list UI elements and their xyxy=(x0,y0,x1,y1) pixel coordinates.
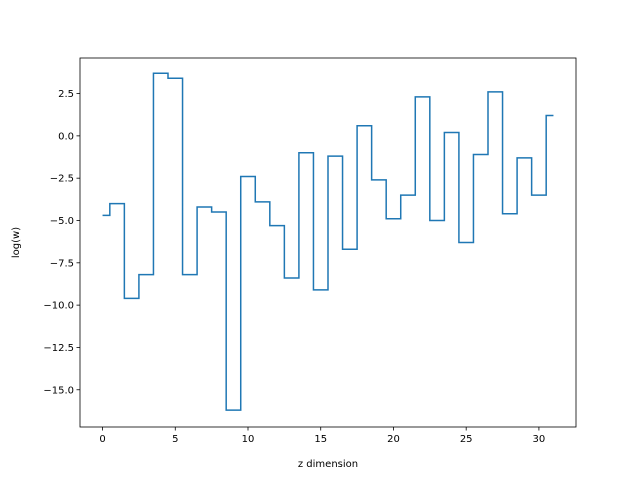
plot-frame xyxy=(79,57,577,428)
y-tick-label: −10.0 xyxy=(43,301,74,312)
y-axis-label: log(w) xyxy=(11,227,22,258)
x-tick-label: 15 xyxy=(314,434,327,445)
plot-area xyxy=(102,72,554,411)
x-tick-label: 0 xyxy=(99,434,105,445)
x-axis-label: z dimension xyxy=(298,459,358,470)
y-tick-label: −2.5 xyxy=(50,174,74,185)
x-tick-label: 30 xyxy=(533,434,546,445)
y-tick-label: 0.0 xyxy=(58,131,74,142)
series-line-0 xyxy=(102,72,554,411)
y-tick-label: 2.5 xyxy=(58,89,74,100)
x-tick-label: 10 xyxy=(242,434,255,445)
y-tick-label: −15.0 xyxy=(43,385,74,396)
x-tick-label: 25 xyxy=(460,434,473,445)
y-tick-label: −7.5 xyxy=(50,258,74,269)
x-axis-ticks: 0 5 10 15 20 25 30 xyxy=(99,427,545,445)
y-tick-label: −12.5 xyxy=(43,343,74,354)
x-tick-label: 20 xyxy=(387,434,400,445)
y-tick-label: −5.0 xyxy=(50,216,74,227)
x-tick-label: 5 xyxy=(172,434,178,445)
y-axis-ticks: 2.5 0.0 −2.5 −5.0 −7.5 −10.0 −12.5 −15.0 xyxy=(43,89,80,396)
